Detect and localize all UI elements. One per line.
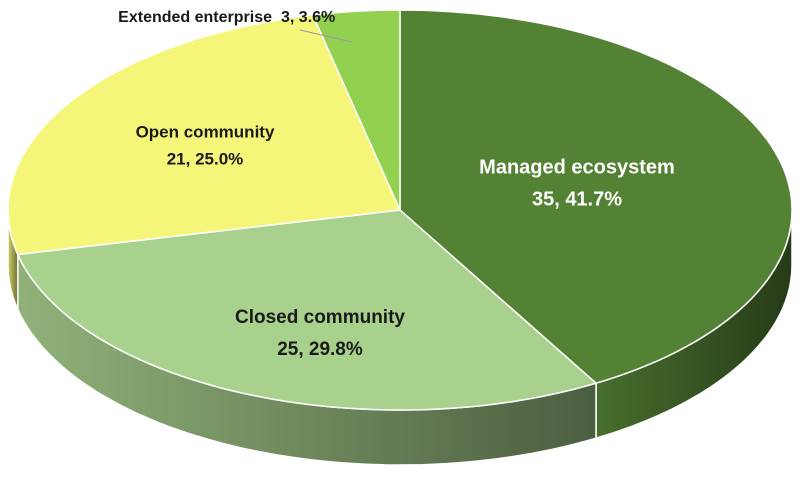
value-label: 25, 29.8% (277, 339, 363, 360)
slice (7, 14, 402, 256)
slice-label: Open community (136, 122, 275, 141)
slice-label: Closed community (235, 307, 405, 328)
slice (399, 9, 793, 385)
value-label: 35, 41.7% (532, 188, 622, 210)
value-label: 3, 3.6% (281, 9, 335, 26)
slice-label: Extended enterprise (118, 9, 272, 26)
value-label: 21, 25.0% (167, 149, 244, 168)
leader-line (299, 29, 353, 43)
slice-label: Managed ecosystem (479, 156, 675, 178)
slice (16, 209, 598, 411)
slice (311, 9, 401, 211)
